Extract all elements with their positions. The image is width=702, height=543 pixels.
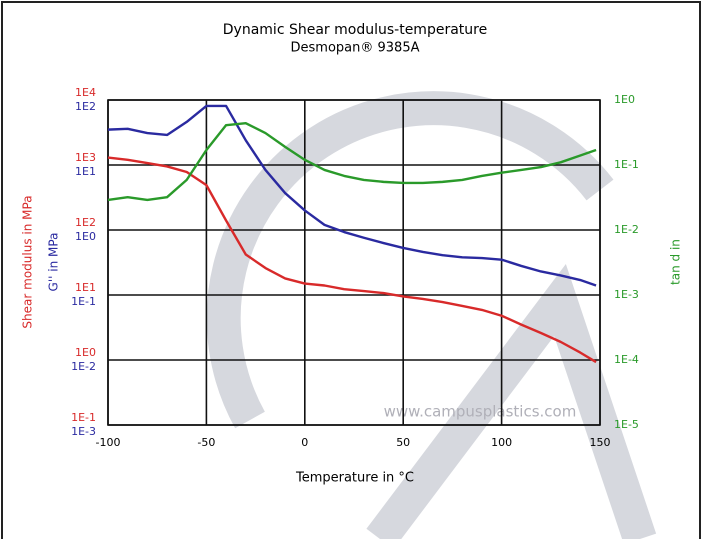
y2-tick-label: 1E-1 bbox=[71, 295, 96, 308]
y2-tick-label: 1E-2 bbox=[71, 360, 96, 373]
y-tick-label: 1E4 bbox=[75, 86, 96, 99]
x-tick-label: 100 bbox=[491, 436, 512, 449]
x-tick-label: -50 bbox=[197, 436, 215, 449]
watermark-arrow bbox=[366, 263, 657, 543]
y-axis-label: Shear modulus in MPa bbox=[21, 195, 35, 328]
y2-axis-label: G'' in MPa bbox=[47, 233, 61, 292]
y-tick-label: 1E0 bbox=[75, 346, 96, 359]
y-tick-label: 1E1 bbox=[75, 281, 96, 294]
y3-tick-label: 1E-4 bbox=[614, 353, 639, 366]
y-tick-label: 1E2 bbox=[75, 216, 96, 229]
watermark: www.campusplastics.com bbox=[384, 403, 577, 421]
x-tick-label: 150 bbox=[590, 436, 611, 449]
y2-tick-label: 1E2 bbox=[75, 100, 96, 113]
y3-tick-label: 1E-2 bbox=[614, 223, 639, 236]
watermark-shapes bbox=[206, 91, 657, 543]
y2-tick-label: 1E1 bbox=[75, 165, 96, 178]
y3-axis-label: tan d in bbox=[669, 239, 683, 285]
series-line bbox=[107, 104, 597, 287]
y-tick-label: 1E3 bbox=[75, 151, 96, 164]
x-tick-label: -100 bbox=[96, 436, 121, 449]
plot-frame bbox=[107, 99, 601, 426]
watermark-arc bbox=[206, 91, 614, 429]
chart-title: Dynamic Shear modulus-temperature bbox=[223, 22, 487, 38]
y3-tick-label: 1E-1 bbox=[614, 158, 639, 171]
y3-tick-label: 1E-3 bbox=[614, 288, 639, 301]
y-tick-label: 1E-1 bbox=[71, 411, 96, 424]
y2-tick-label: 1E-3 bbox=[71, 425, 96, 438]
x-tick-label: 0 bbox=[301, 436, 308, 449]
y2-tick-label: 1E0 bbox=[75, 230, 96, 243]
series-line bbox=[107, 121, 597, 202]
x-axis-label: Temperature in °C bbox=[295, 471, 414, 486]
y3-tick-label: 1E0 bbox=[614, 93, 635, 106]
x-tick-label: 50 bbox=[396, 436, 410, 449]
chart-subtitle: Desmopan® 9385A bbox=[291, 41, 420, 56]
y3-tick-label: 1E-5 bbox=[614, 418, 639, 431]
